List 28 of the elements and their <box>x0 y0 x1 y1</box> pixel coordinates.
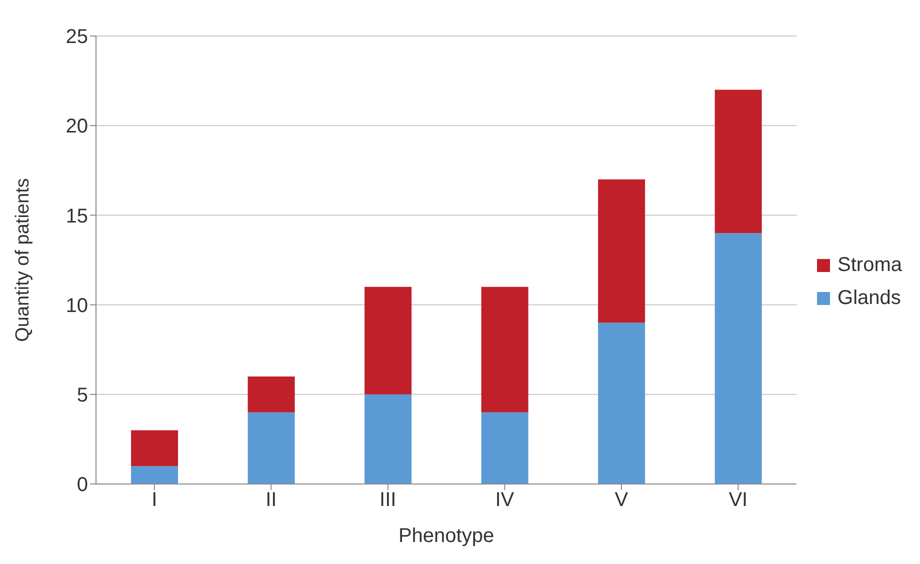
bar <box>598 179 646 323</box>
x-tick-label: I <box>152 489 158 512</box>
bar <box>598 322 646 484</box>
y-tick-label: 25 <box>66 26 88 48</box>
bar <box>481 412 528 484</box>
bar <box>364 286 412 394</box>
x-tick-label: IV <box>495 489 515 512</box>
x-tick-label: V <box>614 489 629 512</box>
bar <box>248 376 295 412</box>
x-tick-label: II <box>266 489 277 512</box>
legend-label: Glands <box>838 287 901 310</box>
x-tick-label: VI <box>728 489 748 512</box>
bar <box>714 233 762 484</box>
y-tick-label: 20 <box>66 116 88 138</box>
bar <box>714 90 762 234</box>
y-axis-title: Quantity of patients <box>12 178 34 342</box>
x-axis-title: Phenotype <box>398 525 494 547</box>
y-tick-label: 10 <box>66 294 88 317</box>
y-tick-label: 5 <box>76 384 88 406</box>
x-tick-label: III <box>380 489 396 512</box>
legend-label: Stroma <box>838 254 902 277</box>
bar <box>481 286 528 412</box>
y-tick-label: 15 <box>66 205 88 228</box>
bar <box>131 466 178 484</box>
bar <box>364 394 412 484</box>
bar <box>131 430 178 466</box>
y-tick-label: 0 <box>76 474 88 496</box>
bar <box>248 412 295 484</box>
